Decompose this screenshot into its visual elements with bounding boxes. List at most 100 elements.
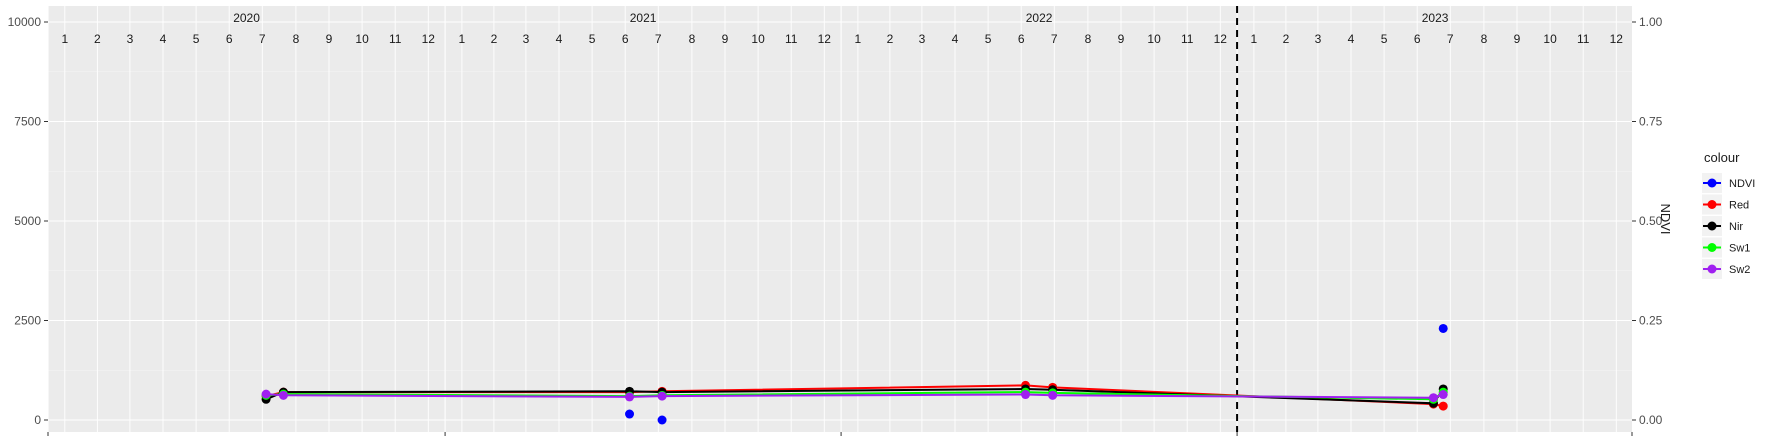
month-label: 1: [855, 32, 862, 46]
legend-item-nir: Nir: [1702, 216, 1743, 236]
month-label: 5: [193, 32, 200, 46]
month-label: 9: [1514, 32, 1521, 46]
month-label: 5: [985, 32, 992, 46]
year-label: 2020: [233, 11, 260, 25]
data-point-sw2: [1438, 390, 1448, 400]
legend-label: Sw2: [1729, 264, 1750, 276]
month-label: 3: [523, 32, 530, 46]
month-label: 5: [589, 32, 596, 46]
month-label: 7: [1447, 32, 1454, 46]
y-left-tick-label: 0: [34, 413, 41, 427]
y-right-tick-label: 1.00: [1639, 15, 1663, 29]
legend-item-sw1: Sw1: [1702, 237, 1750, 258]
month-label: 7: [655, 32, 662, 46]
month-label: 12: [818, 32, 832, 46]
y-left-tick-label: 5000: [14, 214, 41, 228]
data-point-sw2: [625, 392, 635, 402]
month-label: 10: [355, 32, 369, 46]
month-label: 8: [689, 32, 696, 46]
month-label: 11: [1181, 32, 1194, 46]
plot-panel: [48, 6, 1632, 432]
data-point-sw2: [1428, 393, 1438, 403]
month-label: 5: [1381, 32, 1388, 46]
month-label: 4: [160, 32, 167, 46]
month-label: 2: [491, 32, 498, 46]
y-right-tick-label: 0.00: [1639, 413, 1663, 427]
series-ndvi: [625, 323, 1448, 425]
y-right-tick-label: 0.75: [1639, 115, 1663, 129]
month-label: 1: [459, 32, 466, 46]
data-point-sw2: [261, 389, 271, 399]
month-label: 10: [1543, 32, 1557, 46]
legend-item-sw2: Sw2: [1702, 259, 1750, 279]
month-label: 9: [326, 32, 333, 46]
grid-lines: [47, 6, 1632, 432]
year-label: 2023: [1422, 11, 1449, 25]
year-label: 2021: [630, 11, 657, 25]
month-label: 10: [751, 32, 765, 46]
legend-key-point: [1707, 243, 1717, 252]
data-point-ndvi: [1438, 323, 1448, 333]
y-right-tick-label: 0.50: [1639, 214, 1663, 228]
month-label: 1: [1251, 32, 1258, 46]
data-point-sw2: [1048, 390, 1058, 400]
month-label: 2: [1283, 32, 1290, 46]
month-label: 7: [259, 32, 266, 46]
data-point-ndvi: [625, 409, 635, 419]
y-left-tick-label: 10000: [8, 15, 42, 29]
series-line-sw2: [266, 393, 1444, 399]
series-line-nir: [265, 387, 1445, 405]
y2-axis-title: NDVI: [1658, 203, 1673, 234]
month-label: 12: [422, 32, 436, 46]
legend-key-point: [1707, 178, 1717, 188]
month-label: 8: [293, 32, 300, 46]
month-label: 2: [94, 32, 101, 46]
legend-key-point: [1707, 200, 1717, 209]
series-layer: [261, 323, 1448, 425]
month-label: 7: [1051, 32, 1058, 46]
legend-item-ndvi: NDVI: [1702, 173, 1755, 193]
legend-title: colour: [1704, 150, 1740, 165]
y-right-tick-label: 0.25: [1639, 314, 1663, 328]
legend-item-red: Red: [1702, 194, 1749, 215]
month-label: 6: [622, 32, 629, 46]
legend-label: Nir: [1729, 221, 1743, 233]
month-label: 11: [389, 32, 402, 46]
data-point-red: [1438, 401, 1448, 411]
data-point-sw2: [278, 390, 288, 400]
legend-label: Red: [1729, 200, 1749, 212]
month-label: 8: [1085, 32, 1092, 46]
month-label: 11: [785, 32, 798, 46]
data-point-sw2: [657, 391, 667, 401]
month-label: 9: [722, 32, 729, 46]
data-point-ndvi: [657, 415, 667, 425]
legend-key-point: [1707, 264, 1717, 274]
legend: colour NDVI Red Nir Sw1 Sw2: [1700, 150, 1766, 284]
month-label: 4: [1348, 32, 1355, 46]
legend-key-point: [1707, 221, 1717, 231]
y-left-tick-label: 2500: [14, 314, 41, 328]
data-point-sw2: [1021, 390, 1031, 400]
month-label: 2: [887, 32, 894, 46]
legend-label: NDVI: [1729, 178, 1755, 190]
month-label: 6: [1414, 32, 1421, 46]
month-label: 1: [61, 32, 68, 46]
month-label: 4: [952, 32, 959, 46]
month-label: 3: [127, 32, 134, 46]
month-label: 10: [1147, 32, 1161, 46]
month-label: 9: [1118, 32, 1125, 46]
month-label: 3: [1315, 32, 1322, 46]
month-label: 8: [1481, 32, 1488, 46]
y-left-tick-label: 7500: [14, 115, 41, 129]
month-label: 12: [1214, 32, 1228, 46]
year-label: 2022: [1026, 11, 1053, 25]
series-sw2: [261, 389, 1448, 403]
month-label: 4: [556, 32, 563, 46]
month-label: 3: [919, 32, 926, 46]
month-label: 11: [1577, 32, 1590, 46]
axes: 0 2500 5000 7500 10000 0.00 0.25 0.50 0.75 1.00: [8, 15, 1663, 436]
month-label: 6: [1018, 32, 1025, 46]
month-label: 12: [1610, 32, 1624, 46]
